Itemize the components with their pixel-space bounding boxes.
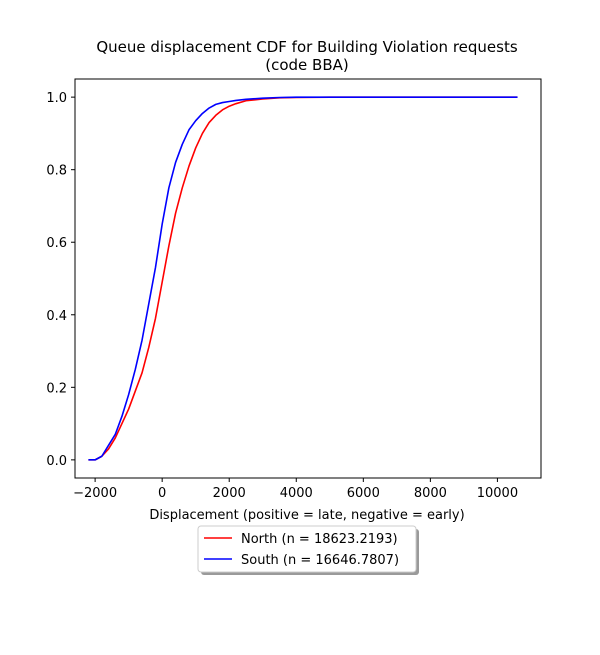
chart-subtitle: (code BBA): [265, 56, 349, 74]
series-line-south: [88, 96, 518, 461]
legend: North (n = 18623.2193) South (n = 16646.7…: [197, 525, 419, 575]
y-tick-label: 0.2: [46, 381, 67, 396]
y-tick-label: 0.4: [46, 309, 67, 324]
y-tick-label: 1.0: [46, 91, 67, 106]
x-tick-label: −2000: [73, 486, 117, 501]
plot-area: [74, 78, 542, 479]
axes-frame: [74, 78, 542, 479]
y-tick-label: 0.0: [46, 454, 67, 469]
x-tick-label: 10000: [477, 486, 518, 501]
x-tick-label: 0: [158, 486, 166, 501]
chart-title: Queue displacement CDF for Building Viol…: [96, 38, 517, 56]
legend-label-north: North (n = 18623.2193): [241, 532, 398, 547]
y-tick-label: 0.6: [46, 236, 67, 251]
legend-label-south: South (n = 16646.7807): [241, 553, 399, 568]
x-tick-label: 8000: [414, 486, 447, 501]
axis-ticks: −2000 0 2000 4000 6000 8000 10000 0.0 0.2 0.4 0.6 0…: [46, 91, 518, 501]
x-tick-label: 2000: [213, 486, 246, 501]
y-tick-label: 0.8: [46, 164, 67, 179]
legend-box: [197, 525, 417, 573]
x-tick-label: 4000: [280, 486, 313, 501]
x-tick-label: 6000: [347, 486, 380, 501]
x-axis-label: Displacement (positive = late, negative …: [149, 508, 464, 523]
